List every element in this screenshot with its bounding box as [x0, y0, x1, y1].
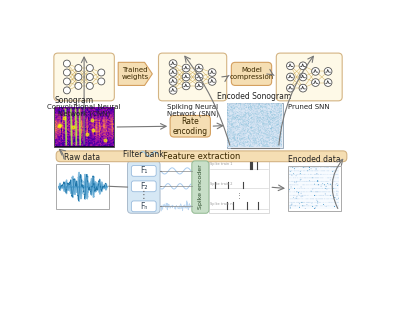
Text: Trained
weights: Trained weights [122, 67, 149, 80]
FancyArrow shape [118, 62, 152, 85]
FancyBboxPatch shape [131, 201, 156, 212]
FancyBboxPatch shape [192, 161, 209, 213]
Circle shape [286, 84, 294, 92]
Circle shape [98, 78, 105, 85]
Text: Model
compression: Model compression [229, 67, 274, 80]
Circle shape [195, 64, 203, 72]
FancyBboxPatch shape [276, 53, 342, 101]
Circle shape [182, 73, 190, 81]
Circle shape [64, 78, 70, 85]
Text: Feature extraction: Feature extraction [163, 152, 240, 161]
Text: Pruned SNN: Pruned SNN [288, 104, 330, 110]
Bar [227, 103, 282, 148]
FancyBboxPatch shape [131, 165, 156, 176]
FancyBboxPatch shape [54, 53, 114, 101]
Text: F₁: F₁ [140, 166, 148, 175]
Circle shape [208, 69, 216, 76]
Circle shape [195, 73, 203, 81]
Circle shape [64, 69, 70, 76]
Circle shape [299, 84, 307, 92]
Text: Sonogram: Sonogram [55, 96, 94, 105]
Circle shape [312, 79, 319, 86]
Text: F₂: F₂ [140, 182, 148, 191]
Text: Spike train 2: Spike train 2 [210, 181, 233, 185]
Text: Encoded Sonogram: Encoded Sonogram [218, 92, 292, 101]
FancyBboxPatch shape [56, 151, 347, 162]
Text: Convolutional Neural
Network (CNN): Convolutional Neural Network (CNN) [47, 104, 121, 117]
Text: Spike encoder: Spike encoder [198, 165, 203, 210]
Circle shape [86, 74, 93, 80]
Text: Spike train n: Spike train n [210, 202, 233, 206]
Circle shape [195, 82, 203, 90]
Circle shape [86, 64, 93, 72]
Circle shape [169, 77, 177, 85]
Text: ⋮: ⋮ [139, 190, 149, 200]
Circle shape [64, 87, 70, 94]
Circle shape [75, 64, 82, 72]
Bar [54, 107, 114, 147]
Circle shape [286, 62, 294, 70]
Circle shape [182, 82, 190, 90]
Text: Filter bank: Filter bank [123, 149, 164, 159]
Circle shape [299, 73, 307, 81]
Circle shape [64, 60, 70, 67]
Circle shape [75, 74, 82, 80]
FancyBboxPatch shape [170, 115, 210, 137]
Text: ⋮: ⋮ [236, 193, 242, 198]
Bar [209, 161, 269, 213]
FancyBboxPatch shape [131, 181, 156, 192]
Bar [288, 166, 341, 211]
FancyBboxPatch shape [158, 53, 227, 101]
Circle shape [312, 68, 319, 75]
Circle shape [75, 82, 82, 89]
Circle shape [182, 64, 190, 72]
Text: Raw data: Raw data [64, 153, 101, 162]
Text: Rate
encoding: Rate encoding [173, 116, 208, 136]
Text: Fₙ: Fₙ [140, 202, 148, 211]
Circle shape [169, 87, 177, 94]
Circle shape [299, 62, 307, 70]
Circle shape [286, 73, 294, 81]
Circle shape [324, 79, 332, 86]
Circle shape [324, 68, 332, 75]
FancyBboxPatch shape [128, 161, 160, 213]
Text: Encoded data: Encoded data [288, 155, 340, 164]
FancyBboxPatch shape [231, 62, 272, 85]
Bar [56, 164, 109, 209]
Circle shape [169, 69, 177, 76]
Circle shape [208, 77, 216, 85]
Circle shape [169, 60, 177, 67]
Text: Spike train 1: Spike train 1 [210, 162, 233, 166]
Circle shape [86, 82, 93, 89]
Circle shape [98, 69, 105, 76]
Text: Spiking Neural
Network (SNN): Spiking Neural Network (SNN) [167, 104, 218, 117]
